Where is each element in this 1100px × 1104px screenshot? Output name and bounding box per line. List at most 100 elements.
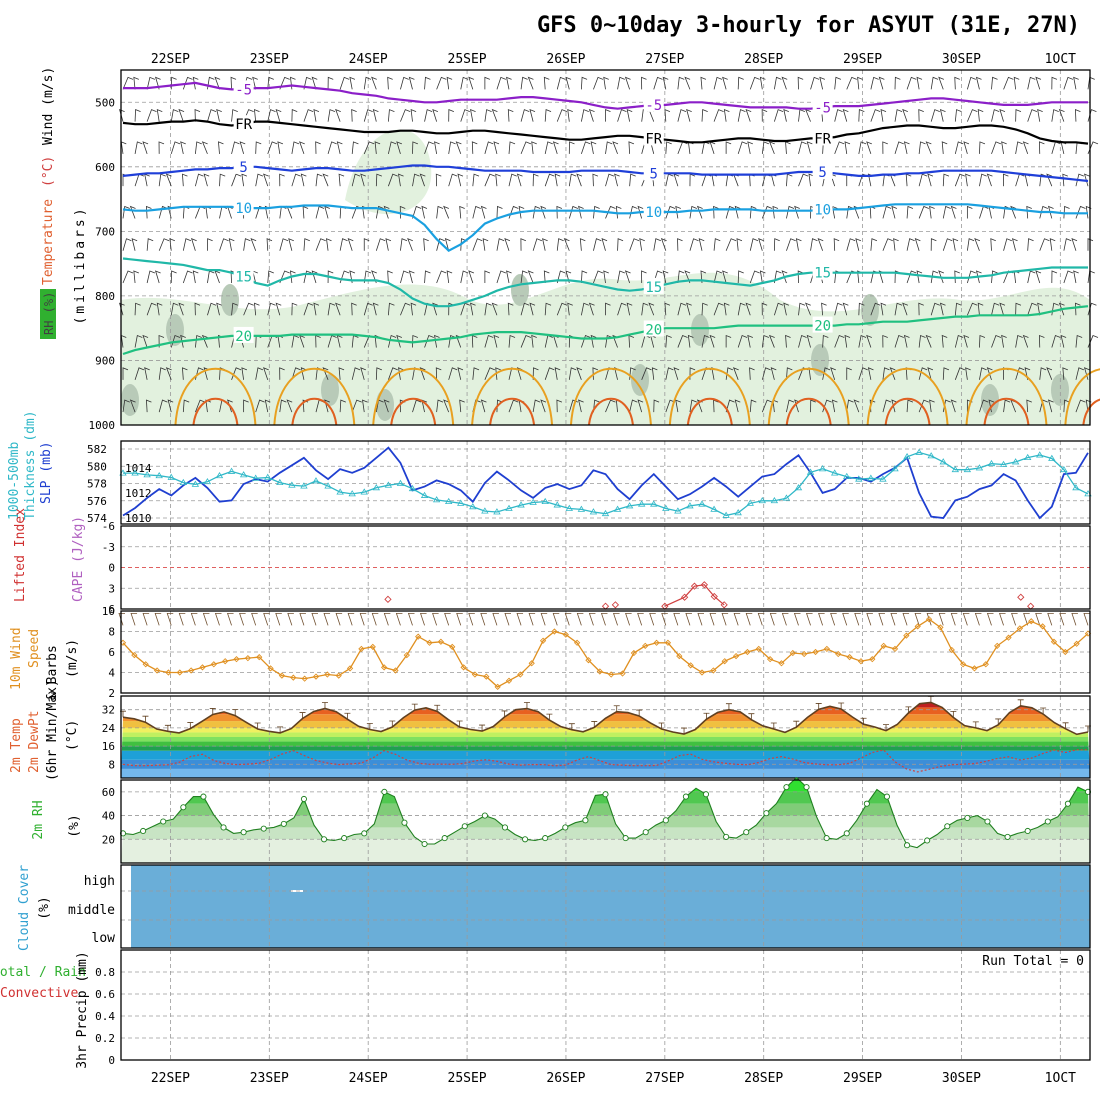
wind-barb <box>1026 205 1032 219</box>
wind-barb <box>749 270 760 284</box>
rh-point <box>481 812 488 819</box>
rh-point <box>401 819 408 826</box>
wind-barb <box>227 399 233 413</box>
wind-barb <box>918 367 928 380</box>
wind-speed-point <box>801 650 808 658</box>
wind-barb <box>819 76 826 90</box>
cloud-frame <box>120 864 1091 949</box>
wind-barb <box>335 302 341 316</box>
temp-contour--5 <box>123 81 1088 110</box>
wind-barb <box>122 76 134 90</box>
rh-point <box>924 837 931 844</box>
wind-barb <box>145 205 152 219</box>
wind-barb <box>918 173 928 187</box>
wind-speed-point <box>187 667 195 674</box>
temp-contour-30 <box>785 397 832 426</box>
wind-speed-point <box>517 671 524 678</box>
wind-barb <box>842 302 849 316</box>
wind-barb <box>641 367 652 380</box>
wind-barb <box>641 302 649 316</box>
contour-label: 10 <box>814 202 831 218</box>
wind-speed-point <box>369 643 376 651</box>
wind-barb <box>882 173 890 187</box>
wind-barb <box>966 270 976 284</box>
wind-barb <box>617 270 625 284</box>
wind-ylabel-4: (m/s) <box>65 639 80 678</box>
wind-barb <box>484 367 496 380</box>
wind-speed-point <box>142 661 149 668</box>
wind-barb <box>527 76 534 90</box>
wind-barb <box>747 141 753 154</box>
temp-whisker <box>142 715 149 723</box>
wind-barb <box>1063 270 1074 284</box>
wind-barb <box>243 302 254 316</box>
wind-barb <box>267 270 274 284</box>
temp-contour-FR <box>122 119 1089 145</box>
wind-speed-point <box>732 652 740 660</box>
wind-barb <box>617 76 625 90</box>
wind-speed-point <box>392 667 399 674</box>
wind-barb <box>689 173 696 187</box>
wind-barb <box>1038 334 1045 348</box>
wind-barb <box>170 335 181 348</box>
wind-barb <box>556 399 563 413</box>
wind-barb <box>673 173 680 187</box>
wind-speed-point <box>698 669 706 676</box>
wind-barb <box>1060 334 1067 348</box>
wind-barb <box>942 367 950 380</box>
rh-point <box>803 784 810 791</box>
contour-label: 5 <box>818 165 826 181</box>
wind-barb <box>339 399 346 413</box>
wind-barb <box>351 173 361 187</box>
wind-barb-10m <box>420 612 427 626</box>
thickness-point <box>565 504 574 511</box>
upper-tick-label: 500 <box>95 96 115 109</box>
temp-whisker <box>568 723 575 730</box>
wind-speed-point <box>199 664 206 671</box>
wind-barb <box>568 141 575 154</box>
wind-barb <box>918 334 926 348</box>
wind-barb <box>822 334 829 348</box>
wind-barb <box>145 399 152 413</box>
wind-speed-point <box>551 628 558 635</box>
wind-barb <box>194 334 202 348</box>
wind-barb <box>275 108 282 122</box>
rh-point <box>964 814 971 821</box>
wind-barb <box>725 367 734 380</box>
date-label-bottom: 23SEP <box>250 1071 289 1086</box>
thickness-point <box>444 497 453 505</box>
wind-barb <box>349 270 356 284</box>
wind-barb <box>1051 141 1061 155</box>
wind-barb <box>675 205 681 219</box>
thickness-point <box>650 500 658 507</box>
wind-barb <box>977 109 984 122</box>
wind-speed-point <box>290 674 297 681</box>
lifted-index-point <box>601 602 610 610</box>
precip-ylabel-1: Total / Rain <box>0 965 86 980</box>
rh-dark-patch <box>811 344 829 376</box>
wind-barb <box>362 399 368 413</box>
wind-barb <box>424 270 431 284</box>
wind-barb <box>711 173 717 187</box>
wind-speed-point <box>256 653 263 661</box>
temp-whisker <box>905 706 912 713</box>
thickness-point <box>227 467 236 474</box>
wind-barb <box>882 334 888 348</box>
wind-barb <box>544 173 555 187</box>
wind-barb <box>182 270 193 284</box>
thickness-point <box>625 502 634 509</box>
wind-barb <box>324 205 330 219</box>
wind-barb <box>387 367 398 380</box>
wind-barb <box>842 108 849 122</box>
temp-contour-30 <box>983 397 1030 426</box>
wind-barb <box>1038 141 1045 154</box>
wind-barb <box>684 270 691 284</box>
wind-speed-point <box>891 645 899 653</box>
wind-barb <box>495 367 501 380</box>
wind-speed-point <box>789 649 796 657</box>
wind-barb <box>939 108 946 122</box>
wind-speed-point <box>857 658 865 665</box>
wind-barb <box>170 141 181 155</box>
wind-speed-point <box>449 643 456 651</box>
rh-point <box>1004 833 1011 840</box>
